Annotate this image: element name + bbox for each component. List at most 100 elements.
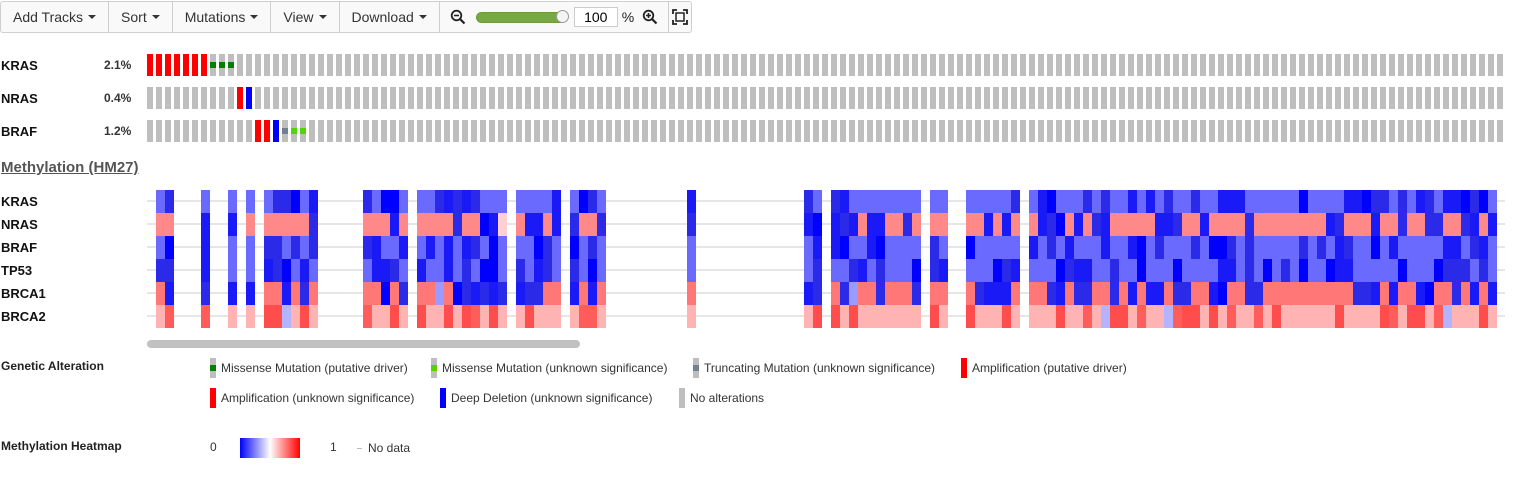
sample-cell-braf[interactable] [1407, 120, 1413, 142]
heatmap-cell-kras[interactable] [1407, 190, 1416, 213]
sample-cell-kras[interactable] [867, 54, 873, 76]
sample-cell-nras[interactable] [1362, 87, 1368, 109]
heatmap-cell-nras[interactable] [417, 213, 426, 236]
heatmap-cell-brca1[interactable] [498, 282, 507, 305]
heatmap-cell-kras[interactable] [399, 190, 408, 213]
sample-cell-braf[interactable] [1236, 120, 1242, 142]
sample-cell-nras[interactable] [849, 87, 855, 109]
sample-cell-kras[interactable] [795, 54, 801, 76]
sample-cell-nras[interactable] [786, 87, 792, 109]
heatmap-cell-braf[interactable] [399, 236, 408, 259]
sample-cell-nras[interactable] [327, 87, 333, 109]
sample-cell-kras[interactable] [939, 54, 945, 76]
sample-cell-kras[interactable] [390, 54, 396, 76]
heatmap-cell-braf[interactable] [165, 236, 174, 259]
sample-cell-braf[interactable] [930, 120, 936, 142]
sample-cell-kras[interactable] [237, 54, 243, 76]
heatmap-cell-nras[interactable] [1209, 213, 1218, 236]
sample-cell-braf[interactable] [993, 120, 999, 142]
sample-cell-nras[interactable] [1119, 87, 1125, 109]
sample-cell-nras[interactable] [399, 87, 405, 109]
heatmap-cell-brca2[interactable] [156, 305, 165, 328]
heatmap-cell-tp53[interactable] [1218, 259, 1227, 282]
heatmap-cell-brca2[interactable] [309, 305, 318, 328]
heatmap-cell-kras[interactable] [1029, 190, 1038, 213]
sample-cell-kras[interactable] [705, 54, 711, 76]
heatmap-cell-nras[interactable] [291, 213, 300, 236]
sample-cell-braf[interactable] [579, 120, 585, 142]
sample-cell-nras[interactable] [471, 87, 477, 109]
heatmap-cell-braf[interactable] [687, 236, 696, 259]
sample-cell-kras[interactable] [777, 54, 783, 76]
heatmap-cell-brca2[interactable] [1452, 305, 1461, 328]
heatmap-label-brca2[interactable]: BRCA2 [1, 309, 46, 324]
heatmap-cell-brca1[interactable] [588, 282, 597, 305]
sample-cell-nras[interactable] [795, 87, 801, 109]
heatmap-cell-kras[interactable] [1344, 190, 1353, 213]
sample-cell-nras[interactable] [1470, 87, 1476, 109]
heatmap-label-braf[interactable]: BRAF [1, 240, 38, 255]
heatmap-cell-brca1[interactable] [939, 282, 948, 305]
sample-cell-nras[interactable] [1137, 87, 1143, 109]
heatmap-cell-kras[interactable] [1002, 190, 1011, 213]
heatmap-cell-brca1[interactable] [1308, 282, 1317, 305]
heatmap-cell-tp53[interactable] [1461, 259, 1470, 282]
sample-cell-nras[interactable] [813, 87, 819, 109]
heatmap-cell-tp53[interactable] [444, 259, 453, 282]
sample-cell-nras[interactable] [1200, 87, 1206, 109]
heatmap-cell-braf[interactable] [489, 236, 498, 259]
sample-cell-kras[interactable] [318, 54, 324, 76]
sample-cell-kras[interactable] [1281, 54, 1287, 76]
heatmap-cell-brca1[interactable] [1416, 282, 1425, 305]
heatmap-cell-brca1[interactable] [228, 282, 237, 305]
heatmap-cell-brca1[interactable] [840, 282, 849, 305]
sample-cell-nras[interactable] [1236, 87, 1242, 109]
heatmap-cell-brca1[interactable] [1101, 282, 1110, 305]
heatmap-cell-brca1[interactable] [1479, 282, 1488, 305]
sample-cell-kras[interactable] [1227, 54, 1233, 76]
heatmap-cell-nras[interactable] [1416, 213, 1425, 236]
heatmap-cell-tp53[interactable] [417, 259, 426, 282]
heatmap-cell-brca2[interactable] [687, 305, 696, 328]
heatmap-cell-nras[interactable] [381, 213, 390, 236]
heatmap-cell-brca2[interactable] [1128, 305, 1137, 328]
mutation-mark-braf[interactable] [282, 128, 288, 134]
heatmap-cell-brca2[interactable] [1119, 305, 1128, 328]
heatmap-cell-brca2[interactable] [1308, 305, 1317, 328]
heatmap-cell-brca1[interactable] [543, 282, 552, 305]
heatmap-cell-brca1[interactable] [1119, 282, 1128, 305]
sample-cell-braf[interactable] [471, 120, 477, 142]
heatmap-cell-tp53[interactable] [1398, 259, 1407, 282]
heatmap-cell-brca1[interactable] [849, 282, 858, 305]
sample-cell-braf[interactable] [669, 120, 675, 142]
heatmap-cell-nras[interactable] [309, 213, 318, 236]
sample-cell-braf[interactable] [174, 120, 180, 142]
sample-cell-kras[interactable] [1200, 54, 1206, 76]
sample-cell-kras[interactable] [1452, 54, 1458, 76]
heatmap-cell-nras[interactable] [804, 213, 813, 236]
heatmap-cell-brca2[interactable] [597, 305, 606, 328]
sample-cell-braf[interactable] [1263, 120, 1269, 142]
sample-cell-nras[interactable] [1263, 87, 1269, 109]
sample-cell-braf[interactable] [894, 120, 900, 142]
heatmap-cell-kras[interactable] [1461, 190, 1470, 213]
heatmap-cell-kras[interactable] [156, 190, 165, 213]
heatmap-cell-tp53[interactable] [165, 259, 174, 282]
heatmap-cell-brca1[interactable] [1173, 282, 1182, 305]
heatmap-cell-braf[interactable] [1200, 236, 1209, 259]
track-label-nras[interactable]: NRAS [1, 91, 38, 106]
sample-cell-braf[interactable] [957, 120, 963, 142]
sample-cell-braf[interactable] [1218, 120, 1224, 142]
heatmap-cell-nras[interactable] [444, 213, 453, 236]
heatmap-cell-tp53[interactable] [390, 259, 399, 282]
sample-cell-nras[interactable] [498, 87, 504, 109]
heatmap-cell-braf[interactable] [363, 236, 372, 259]
heatmap-cell-tp53[interactable] [1155, 259, 1164, 282]
heatmap-cell-braf[interactable] [1209, 236, 1218, 259]
sample-cell-kras[interactable] [1416, 54, 1422, 76]
heatmap-cell-nras[interactable] [1164, 213, 1173, 236]
heatmap-cell-tp53[interactable] [1101, 259, 1110, 282]
sample-cell-kras[interactable] [588, 54, 594, 76]
sample-cell-nras[interactable] [1227, 87, 1233, 109]
heatmap-cell-brca1[interactable] [876, 282, 885, 305]
